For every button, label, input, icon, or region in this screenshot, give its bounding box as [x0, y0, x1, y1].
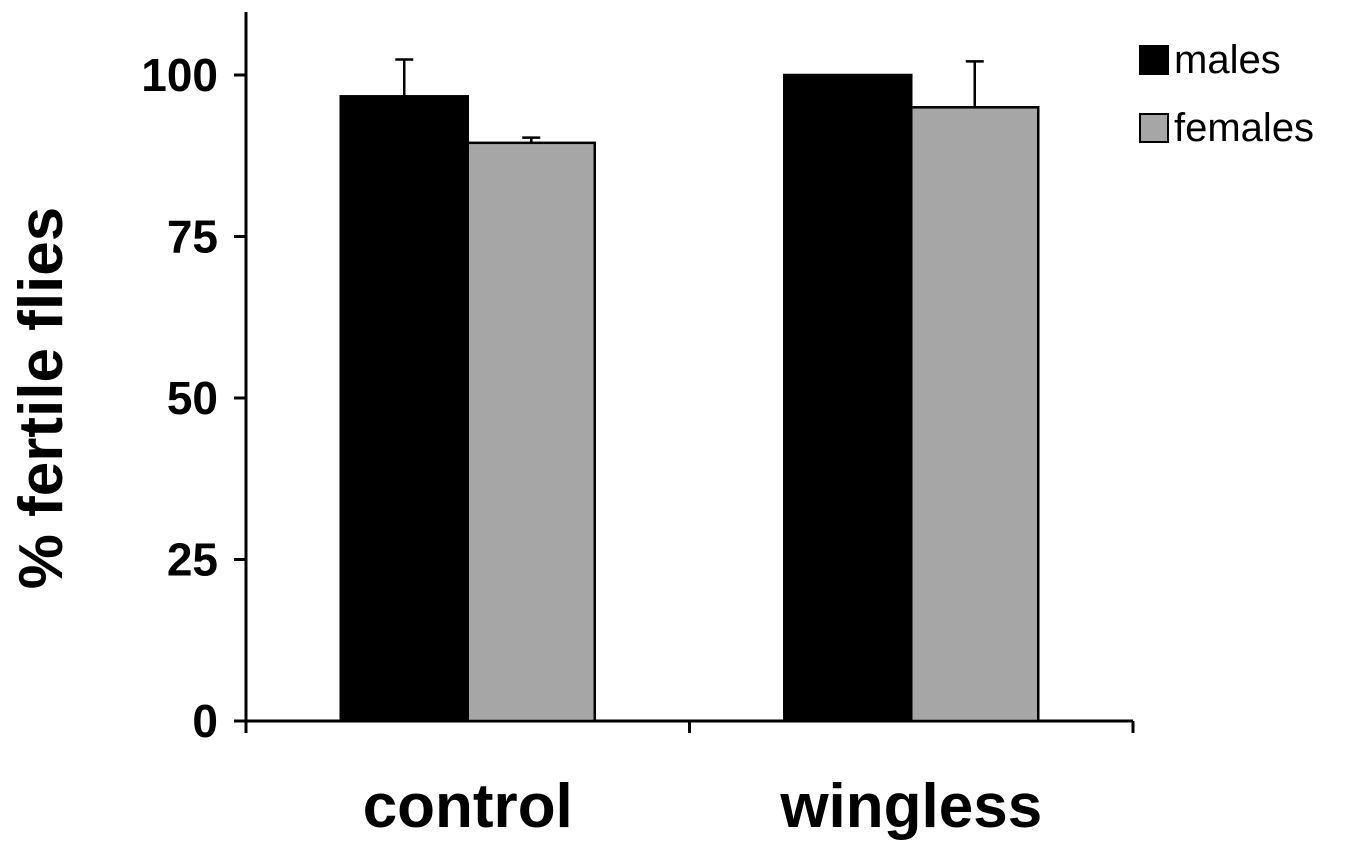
y-tick-label: 0 — [192, 695, 218, 747]
bar-females-control — [466, 141, 596, 723]
legend-label-females: females — [1174, 106, 1314, 150]
y-tick-label: 100 — [141, 49, 218, 101]
axes: 0 25 50 75 100 control wingless — [141, 12, 1135, 841]
y-tick-label: 25 — [167, 534, 218, 586]
y-tick-label: 75 — [167, 211, 218, 263]
legend: males females — [1139, 38, 1314, 150]
x-category-label: wingless — [779, 772, 1042, 841]
legend-label-males: males — [1174, 38, 1281, 82]
y-axis-label: % fertile flies — [7, 207, 76, 589]
legend-swatch-males — [1139, 45, 1169, 75]
bar-males-wingless — [783, 73, 913, 723]
bar-females-wingless — [910, 106, 1040, 723]
bars — [339, 73, 1040, 723]
y-tick-label: 50 — [167, 372, 218, 424]
bar-males-control — [339, 95, 469, 723]
legend-swatch-females — [1139, 113, 1169, 143]
x-category-label: control — [363, 772, 573, 841]
error-bars — [395, 58, 984, 143]
